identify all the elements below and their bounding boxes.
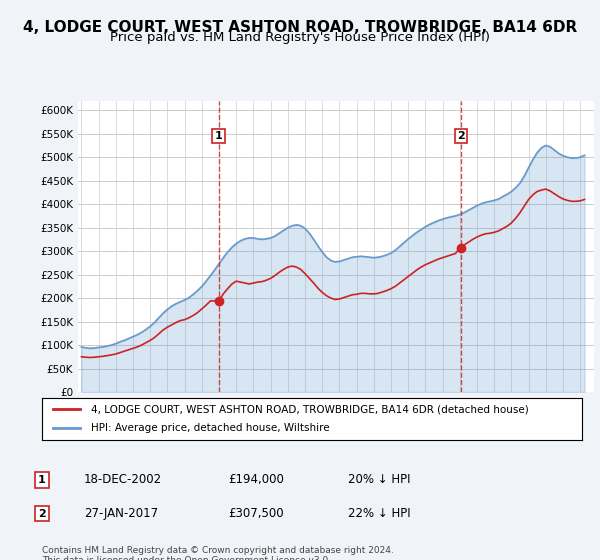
Text: HPI: Average price, detached house, Wiltshire: HPI: Average price, detached house, Wilt…: [91, 423, 329, 433]
Text: 2: 2: [457, 130, 465, 141]
Text: 1: 1: [215, 130, 223, 141]
Text: 18-DEC-2002: 18-DEC-2002: [84, 473, 162, 487]
Text: 4, LODGE COURT, WEST ASHTON ROAD, TROWBRIDGE, BA14 6DR (detached house): 4, LODGE COURT, WEST ASHTON ROAD, TROWBR…: [91, 404, 529, 414]
Text: 1: 1: [38, 475, 46, 485]
Text: £307,500: £307,500: [228, 507, 284, 520]
Text: 27-JAN-2017: 27-JAN-2017: [84, 507, 158, 520]
Text: Contains HM Land Registry data © Crown copyright and database right 2024.
This d: Contains HM Land Registry data © Crown c…: [42, 546, 394, 560]
Text: 20% ↓ HPI: 20% ↓ HPI: [348, 473, 410, 487]
Text: Price paid vs. HM Land Registry's House Price Index (HPI): Price paid vs. HM Land Registry's House …: [110, 31, 490, 44]
Text: 4, LODGE COURT, WEST ASHTON ROAD, TROWBRIDGE, BA14 6DR: 4, LODGE COURT, WEST ASHTON ROAD, TROWBR…: [23, 20, 577, 35]
Text: 2: 2: [38, 508, 46, 519]
Text: 22% ↓ HPI: 22% ↓ HPI: [348, 507, 410, 520]
Text: £194,000: £194,000: [228, 473, 284, 487]
